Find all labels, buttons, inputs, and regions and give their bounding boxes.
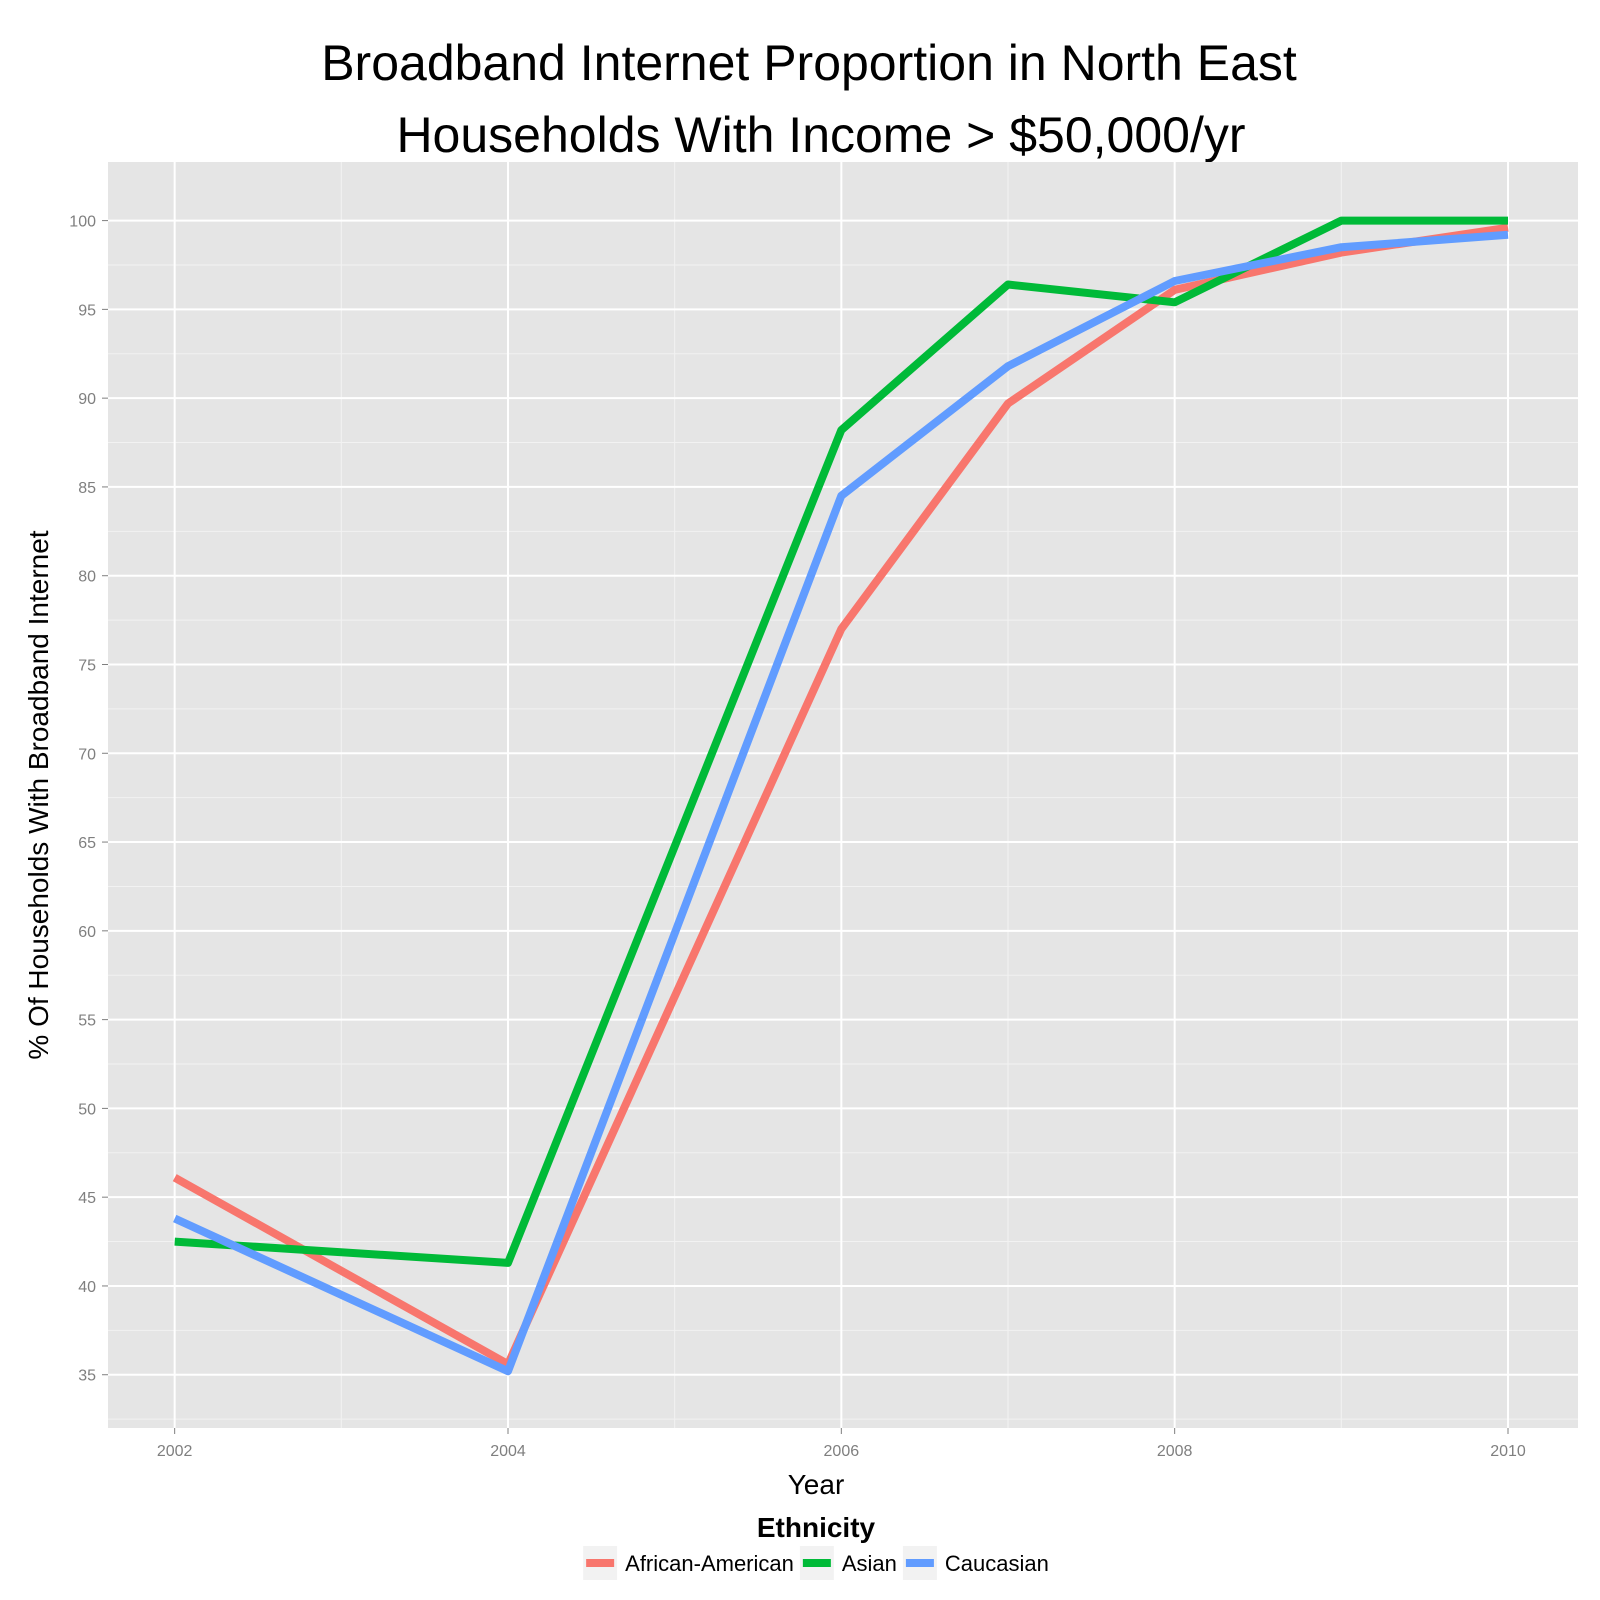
- y-tick-label: 45: [78, 1190, 96, 1207]
- legend-label-african-american: African-American: [625, 1551, 794, 1576]
- y-axis-label: % Of Households With Broadband Internet: [23, 530, 54, 1059]
- y-tick-label: 95: [78, 302, 96, 319]
- legend-item-asian: Asian: [799, 1546, 897, 1580]
- y-tick-label: 75: [78, 657, 96, 674]
- y-tick-label: 65: [78, 835, 96, 852]
- y-tick-label: 40: [78, 1279, 96, 1296]
- x-tick-label: 2006: [824, 1443, 860, 1460]
- x-tick-label: 2004: [490, 1443, 526, 1460]
- y-tick-label: 50: [78, 1101, 96, 1118]
- y-tick-label: 35: [78, 1368, 96, 1385]
- y-tick-label: 60: [78, 924, 96, 941]
- series-line-caucasian: [173, 230, 1509, 1376]
- y-tick-label: 55: [78, 1013, 96, 1030]
- legend-item-african-american: African-American: [583, 1546, 794, 1580]
- plot-panel: [108, 162, 1578, 1428]
- y-tick-label: 70: [78, 746, 96, 763]
- legend-label-asian: Asian: [842, 1551, 897, 1576]
- major-gridlines: [108, 162, 1578, 1428]
- chart-title-line-2: Households With Income > $50,000/yr: [396, 107, 1245, 163]
- legend: African-American Asian Caucasian: [583, 1546, 1049, 1580]
- y-axis: 35 40 45 50 55 60 65 70 75 80 85 90 95 100: [69, 214, 108, 1385]
- legend-title: Ethnicity: [757, 1512, 876, 1543]
- y-tick-label: 80: [78, 569, 96, 586]
- x-tick-label: 2010: [1490, 1443, 1526, 1460]
- y-tick-label: 100: [69, 214, 96, 231]
- minor-gridlines: [108, 162, 1578, 1428]
- y-tick-label: 90: [78, 391, 96, 408]
- chart-title-line-1: Broadband Internet Proportion in North E…: [321, 35, 1297, 91]
- series-lines: [172, 216, 1509, 1376]
- legend-label-caucasian: Caucasian: [945, 1551, 1049, 1576]
- legend-item-caucasian: Caucasian: [902, 1546, 1049, 1580]
- x-axis-label: Year: [788, 1469, 845, 1500]
- y-tick-label: 85: [78, 480, 96, 497]
- x-tick-label: 2002: [157, 1443, 193, 1460]
- series-line-asian: [174, 216, 1508, 1267]
- x-axis: 2002 2004 2006 2008 2010: [157, 1428, 1526, 1460]
- x-tick-label: 2008: [1157, 1443, 1193, 1460]
